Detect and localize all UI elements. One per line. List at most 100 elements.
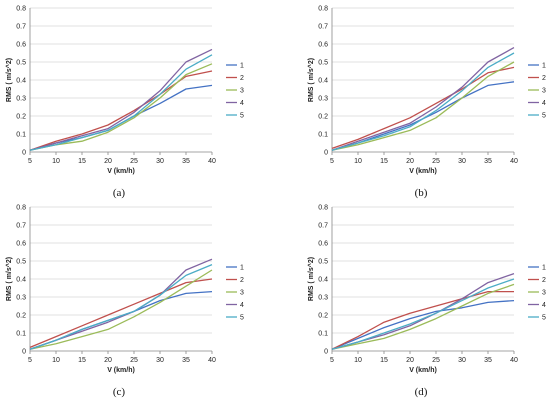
x-tick-label: 15 <box>380 158 388 165</box>
legend-label-3: 3 <box>542 88 546 95</box>
legend-label-1: 1 <box>542 265 546 272</box>
legend-label-1: 1 <box>542 63 546 70</box>
y-tick-label: 0.4 <box>16 277 26 284</box>
chart-panel-2: 00.10.20.30.40.50.60.70.85 10 15 20 25 30 35 40… <box>5 205 244 399</box>
x-tick-label: 35 <box>484 158 492 165</box>
y-tick-label: 0.1 <box>318 132 328 139</box>
series-line-2 <box>29 278 213 349</box>
x-tick-label: 20 <box>104 158 112 165</box>
x-tick-label: 35 <box>182 158 190 165</box>
x-axis-label: V (km/h) <box>409 168 437 175</box>
x-tick-label: 25 <box>432 357 440 364</box>
x-tick-label: 35 <box>182 357 190 364</box>
y-tick-label: 0.6 <box>16 241 26 248</box>
panel-caption: (d) <box>415 386 428 398</box>
legend-label-1: 1 <box>240 63 244 70</box>
legend-label-3: 3 <box>240 88 244 95</box>
y-tick-label: 0 <box>22 349 26 356</box>
legend-label-2: 2 <box>240 277 244 284</box>
y-tick-label: 0 <box>324 150 328 157</box>
legend-label-2: 2 <box>542 75 546 82</box>
x-axis-label: V (km/h) <box>107 168 135 175</box>
x-tick-label: 15 <box>78 158 86 165</box>
x-tick-label: 40 <box>510 158 518 165</box>
legend-label-1: 1 <box>240 265 244 272</box>
panel-caption: (b) <box>415 187 428 199</box>
series-line-2 <box>331 290 514 350</box>
y-tick-label: 0.5 <box>318 60 328 67</box>
y-tick-label: 0.3 <box>318 96 328 103</box>
legend-label-3: 3 <box>542 290 546 297</box>
y-tick-label: 0.8 <box>16 6 26 13</box>
y-tick-label: 0.4 <box>16 78 26 85</box>
legend: 1 2 3 4 5 <box>528 63 546 120</box>
series-line-2 <box>331 66 515 150</box>
y-tick-label: 0.1 <box>318 331 328 338</box>
x-tick-label: 40 <box>510 357 518 364</box>
y-tick-label: 0.7 <box>318 223 328 230</box>
legend-label-4: 4 <box>240 302 244 309</box>
y-tick-label: 0.1 <box>16 331 26 338</box>
chart-panel-3: 00.10.20.30.40.50.60.70.85 10 15 20 25 30 35 40… <box>307 205 546 399</box>
legend-label-2: 2 <box>542 277 546 284</box>
x-tick-label: 25 <box>130 357 138 364</box>
y-tick-label: 0.4 <box>318 78 328 85</box>
legend: 1 2 3 4 5 <box>226 63 244 120</box>
x-axis-label: V (km/h) <box>107 367 135 374</box>
y-tick-label: 0.6 <box>318 241 328 248</box>
x-tick-label: 10 <box>354 357 362 364</box>
x-tick-label: 20 <box>406 357 414 364</box>
chart-panel-0: 00.10.20.30.40.50.60.70.85 10 15 20 25 30 35 40… <box>5 6 244 200</box>
x-tick-label: 25 <box>432 158 440 165</box>
series-line-3 <box>29 269 213 350</box>
series-line-4 <box>331 47 515 151</box>
legend: 1 2 3 4 5 <box>226 265 244 322</box>
series-line-5 <box>331 52 515 151</box>
series-line-2 <box>29 70 213 151</box>
x-tick-label: 15 <box>380 357 388 364</box>
y-axis-label: RMS ( m/s^2) <box>307 58 315 102</box>
series-line-5 <box>29 263 213 350</box>
x-tick-label: 20 <box>104 357 112 364</box>
x-tick-label: 10 <box>52 158 60 165</box>
y-tick-label: 0.3 <box>16 295 26 302</box>
y-tick-label: 0.2 <box>318 313 328 320</box>
y-tick-label: 0.4 <box>318 277 328 284</box>
x-tick-label: 5 <box>28 158 32 165</box>
legend-label-5: 5 <box>542 315 546 322</box>
series-line-1 <box>29 290 213 350</box>
x-tick-label: 30 <box>156 357 164 364</box>
y-tick-label: 0.3 <box>16 96 26 103</box>
chart-panel-1: 00.10.20.30.40.50.60.70.85 10 15 20 25 30 35 40… <box>307 6 546 200</box>
panel-caption: (a) <box>113 187 126 199</box>
legend-label-4: 4 <box>542 302 546 309</box>
x-tick-label: 10 <box>354 158 362 165</box>
y-axis-label: RMS ( m/s^2) <box>307 257 315 301</box>
x-tick-label: 5 <box>330 357 334 364</box>
y-tick-label: 0.2 <box>16 114 26 121</box>
x-tick-label: 10 <box>52 357 60 364</box>
x-axis-label: V (km/h) <box>409 367 437 374</box>
y-tick-label: 0.5 <box>16 259 26 266</box>
y-tick-label: 0.7 <box>16 223 26 230</box>
y-tick-label: 0.7 <box>318 24 328 31</box>
legend-label-4: 4 <box>240 100 244 107</box>
y-axis-label: RMS ( m/s^2) <box>5 257 13 301</box>
y-tick-label: 0.2 <box>16 313 26 320</box>
x-tick-label: 40 <box>208 158 216 165</box>
legend-label-5: 5 <box>542 113 546 120</box>
y-tick-label: 0.5 <box>318 259 328 266</box>
legend-label-3: 3 <box>240 290 244 297</box>
y-tick-label: 0 <box>324 349 328 356</box>
x-tick-label: 30 <box>458 357 466 364</box>
x-tick-label: 5 <box>28 357 32 364</box>
legend-label-5: 5 <box>240 315 244 322</box>
series-line-5 <box>331 278 515 350</box>
legend-label-5: 5 <box>240 113 244 120</box>
y-tick-label: 0.7 <box>16 24 26 31</box>
legend-label-4: 4 <box>542 100 546 107</box>
x-tick-label: 30 <box>156 158 164 165</box>
series-line-3 <box>331 283 515 350</box>
y-tick-label: 0.3 <box>318 295 328 302</box>
